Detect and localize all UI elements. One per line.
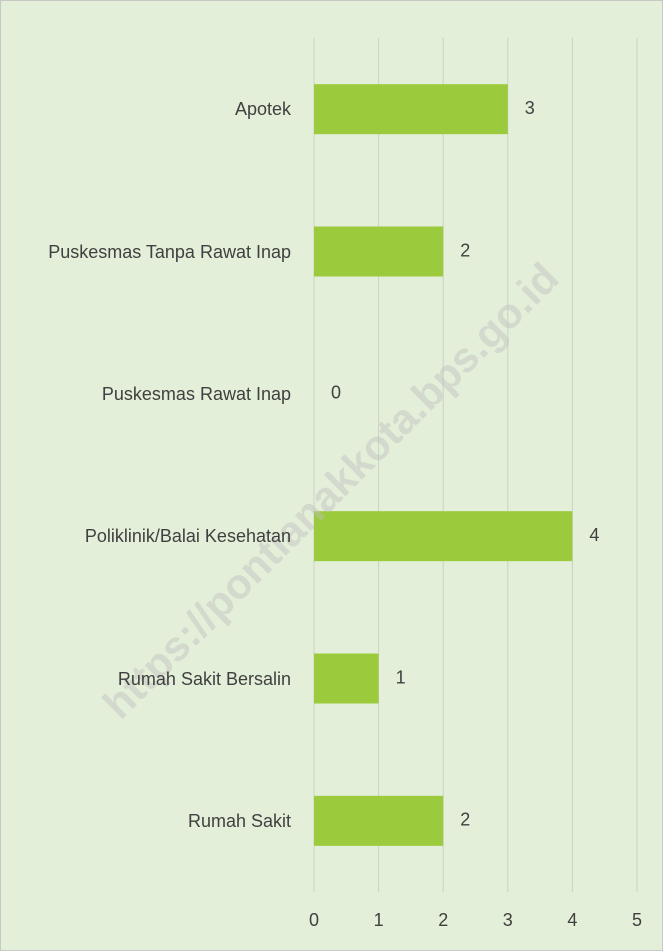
data-label: 1 <box>396 667 406 687</box>
x-tick-label: 4 <box>567 910 577 930</box>
y-tick-label: Poliklinik/Balai Kesehatan <box>84 526 291 547</box>
y-tick-label: Apotek <box>234 99 291 120</box>
x-tick-label: 1 <box>374 910 384 930</box>
bar <box>314 795 444 846</box>
x-tick-label: 3 <box>503 910 513 930</box>
y-tick-label: Rumah Sakit Bersalin <box>117 668 291 689</box>
data-label: 2 <box>460 810 470 830</box>
x-tick-label: 0 <box>309 910 319 930</box>
bar <box>314 84 508 135</box>
data-label: 4 <box>589 525 599 545</box>
x-tick-label: 5 <box>632 910 642 930</box>
data-label: 2 <box>460 240 470 260</box>
data-label: 0 <box>331 383 341 403</box>
y-tick-label: Puskesmas Tanpa Rawat Inap <box>48 241 291 262</box>
x-tick-label: 2 <box>438 910 448 930</box>
bar <box>314 226 444 277</box>
y-tick-label: Rumah Sakit <box>187 810 291 831</box>
bar <box>314 511 573 562</box>
y-tick-label: Puskesmas Rawat Inap <box>101 383 291 404</box>
data-label: 3 <box>525 98 535 118</box>
bar <box>314 653 379 704</box>
